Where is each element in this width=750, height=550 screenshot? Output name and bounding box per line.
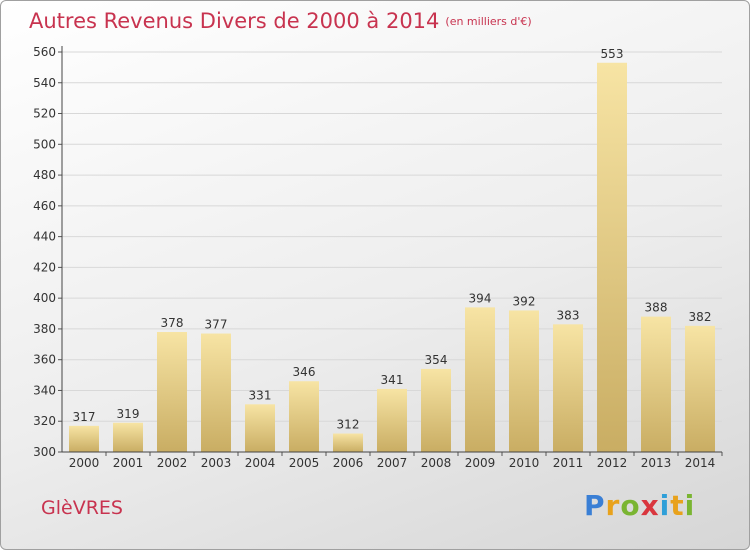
bar-2011 [553, 324, 583, 452]
y-tick-label: 300 [33, 445, 56, 459]
y-tick-label: 540 [33, 76, 56, 90]
y-tick-label: 380 [33, 322, 56, 336]
y-tick-label: 480 [33, 168, 56, 182]
bar-2010 [509, 310, 539, 452]
x-tick-label: 2001 [113, 456, 144, 470]
y-tick-label: 460 [33, 199, 56, 213]
data-label: 354 [425, 353, 448, 367]
y-tick-label: 320 [33, 414, 56, 428]
commune-name: GlèVRES [41, 497, 123, 519]
chart-subtitle: (en milliers d'€) [445, 15, 532, 28]
bars: 317 319 378 377 331 346 312 341 354 394 392 383 553 3… [69, 47, 715, 453]
data-label: 392 [513, 294, 536, 308]
y-tick-label: 360 [33, 353, 56, 367]
data-label: 341 [381, 373, 404, 387]
data-label: 312 [337, 418, 360, 432]
bar-2014 [685, 325, 715, 452]
bar-2005 [289, 381, 319, 452]
x-tick-label: 2008 [421, 456, 452, 470]
bar-2008 [421, 368, 451, 452]
x-tick-label: 2013 [641, 456, 672, 470]
x-tick-label: 2003 [201, 456, 232, 470]
bar-2007 [377, 388, 407, 452]
x-tick-label: 2011 [553, 456, 584, 470]
x-tick-label: 2006 [333, 456, 364, 470]
x-tick-label: 2000 [69, 456, 100, 470]
bar-2002 [157, 332, 187, 452]
x-tick-label: 2009 [465, 456, 496, 470]
data-label: 346 [293, 365, 316, 379]
data-label: 378 [161, 316, 184, 330]
bar-2013 [641, 316, 671, 452]
y-tick-label: 420 [33, 260, 56, 274]
data-label: 388 [645, 301, 668, 315]
x-tick-label: 2007 [377, 456, 408, 470]
data-label: 382 [689, 310, 712, 324]
data-label: 553 [601, 47, 624, 61]
title-text: Autres Revenus Divers de 2000 à 2014 [29, 9, 440, 33]
y-tick-label: 500 [33, 137, 56, 151]
bar-2012 [597, 62, 627, 453]
bar-2000 [69, 425, 99, 452]
data-label: 319 [117, 407, 140, 421]
axes: 300 320 340 360 380 400 420 440 460 480 500 520 540 5… [33, 45, 723, 470]
y-tick-label: 340 [33, 383, 56, 397]
x-tick-label: 2012 [597, 456, 628, 470]
data-label: 317 [73, 410, 96, 424]
proxiti-logo[interactable]: Proxiti [584, 489, 696, 522]
y-tick-label: 520 [33, 107, 56, 121]
bar-2009 [465, 307, 495, 452]
chart-title: Autres Revenus Divers de 2000 à 2014 (en … [29, 9, 532, 33]
x-tick-label: 2004 [245, 456, 276, 470]
bar-2006 [333, 433, 363, 452]
x-tick-label: 2010 [509, 456, 540, 470]
y-tick-label: 560 [33, 45, 56, 59]
bar-2001 [113, 422, 143, 452]
x-tick-label: 2005 [289, 456, 320, 470]
bar-2003 [201, 333, 231, 452]
bar-2004 [245, 404, 275, 452]
data-label: 383 [557, 308, 580, 322]
y-tick-label: 440 [33, 230, 56, 244]
data-label: 331 [249, 388, 272, 402]
x-tick-label: 2002 [157, 456, 188, 470]
data-label: 394 [469, 291, 492, 305]
x-tick-label: 2014 [685, 456, 716, 470]
y-tick-label: 400 [33, 291, 56, 305]
data-label: 377 [205, 318, 228, 332]
